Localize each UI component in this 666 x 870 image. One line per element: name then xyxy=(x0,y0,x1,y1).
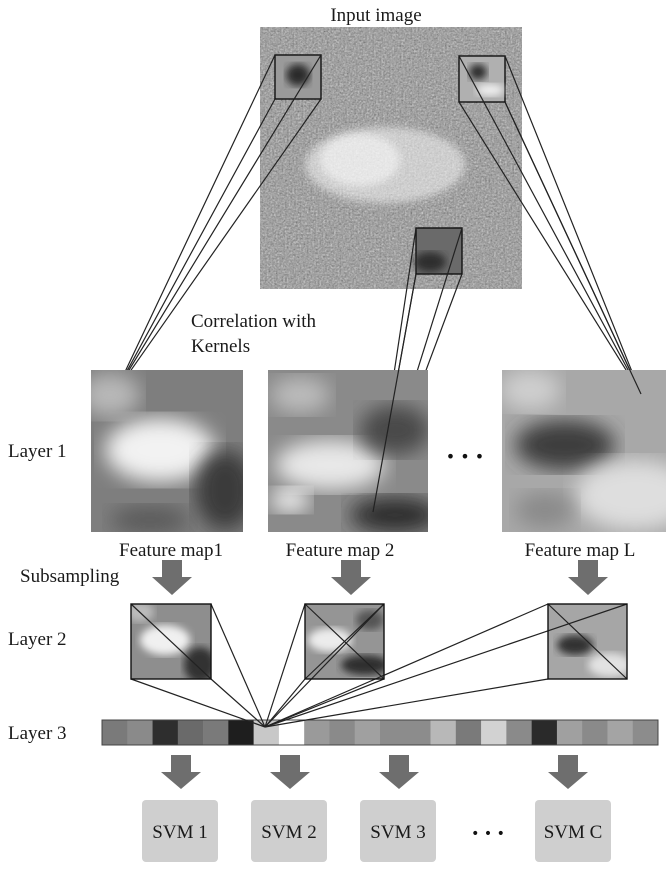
layer-3-cell xyxy=(152,720,179,745)
svm-ellipsis: • • • xyxy=(471,826,505,842)
svm-c-label: SVM C xyxy=(544,822,603,843)
svm-3-label: SVM 3 xyxy=(370,822,425,843)
layer-3-cell xyxy=(228,720,254,745)
layer-1-label: Layer 1 xyxy=(8,441,67,462)
down-arrow-fml xyxy=(568,560,608,595)
layer-3-cell xyxy=(127,720,153,745)
layer-3-cell xyxy=(556,720,583,745)
svm-2-label: SVM 2 xyxy=(261,822,316,843)
svm-c-box xyxy=(535,800,611,862)
layer-3-cell xyxy=(304,720,330,745)
layer-3-border xyxy=(101,719,659,746)
down-arrow-fm1 xyxy=(152,560,192,595)
layer-3-cell xyxy=(607,720,634,745)
input-image-title: Input image xyxy=(330,5,421,26)
layer-3-cell xyxy=(455,720,482,745)
feature-map-1 xyxy=(91,370,243,532)
feature-map-l-label: Feature map L xyxy=(525,540,636,561)
layer-3-cell xyxy=(203,720,229,745)
down-arrow-svmc xyxy=(548,755,588,789)
subsampling-arrows xyxy=(152,560,608,595)
layer-3-cell xyxy=(632,720,659,745)
correlation-label-line2: Kernels xyxy=(191,336,250,357)
subsampling-label: Subsampling xyxy=(20,566,120,587)
pooled-map-l-frame xyxy=(547,603,628,680)
layer-3-vector xyxy=(101,719,659,746)
layer-3-cell xyxy=(177,720,204,745)
feature-map-2-label: Feature map 2 xyxy=(286,540,395,561)
layer-3-cell xyxy=(506,720,532,745)
kernel-line-fml xyxy=(504,101,642,395)
svm-arrows xyxy=(161,755,588,789)
pooled-map-1-frame xyxy=(130,603,212,680)
layer-3-cell xyxy=(354,720,381,745)
svm-2-box xyxy=(251,800,327,862)
layer-3-cell xyxy=(102,720,128,745)
layer-3-cell xyxy=(481,720,507,745)
svm-3-box xyxy=(360,800,436,862)
correlation-label-line1: Correlation with xyxy=(191,311,317,332)
svm-1-box xyxy=(142,800,218,862)
down-arrow-fm2 xyxy=(331,560,371,595)
down-arrow-svm2 xyxy=(270,755,310,789)
layer-3-cell xyxy=(329,720,356,745)
pooled-map-2-frame xyxy=(304,603,385,680)
feature-map-ellipsis: • • • xyxy=(446,447,484,466)
feature-map-1-label: Feature map1 xyxy=(119,540,223,561)
kernel-line-fm2 xyxy=(372,273,417,513)
pooling-connection-lines xyxy=(130,603,628,728)
layer-3-cell xyxy=(531,720,558,745)
layer-3-cell xyxy=(405,720,431,745)
layer-3-cell xyxy=(582,720,608,745)
layer-2-label: Layer 2 xyxy=(8,629,67,650)
layer-3-cell xyxy=(430,720,457,745)
layer-3-label: Layer 3 xyxy=(8,723,67,744)
svm-1-label: SVM 1 xyxy=(152,822,207,843)
svm-boxes: SVM 1 SVM 2 SVM 3 • • • SVM C xyxy=(142,800,611,862)
feature-map-2 xyxy=(268,370,428,532)
down-arrow-svm1 xyxy=(161,755,201,789)
down-arrow-svm3 xyxy=(379,755,419,789)
layer-3-cell xyxy=(380,720,406,745)
feature-map-l xyxy=(502,370,666,532)
